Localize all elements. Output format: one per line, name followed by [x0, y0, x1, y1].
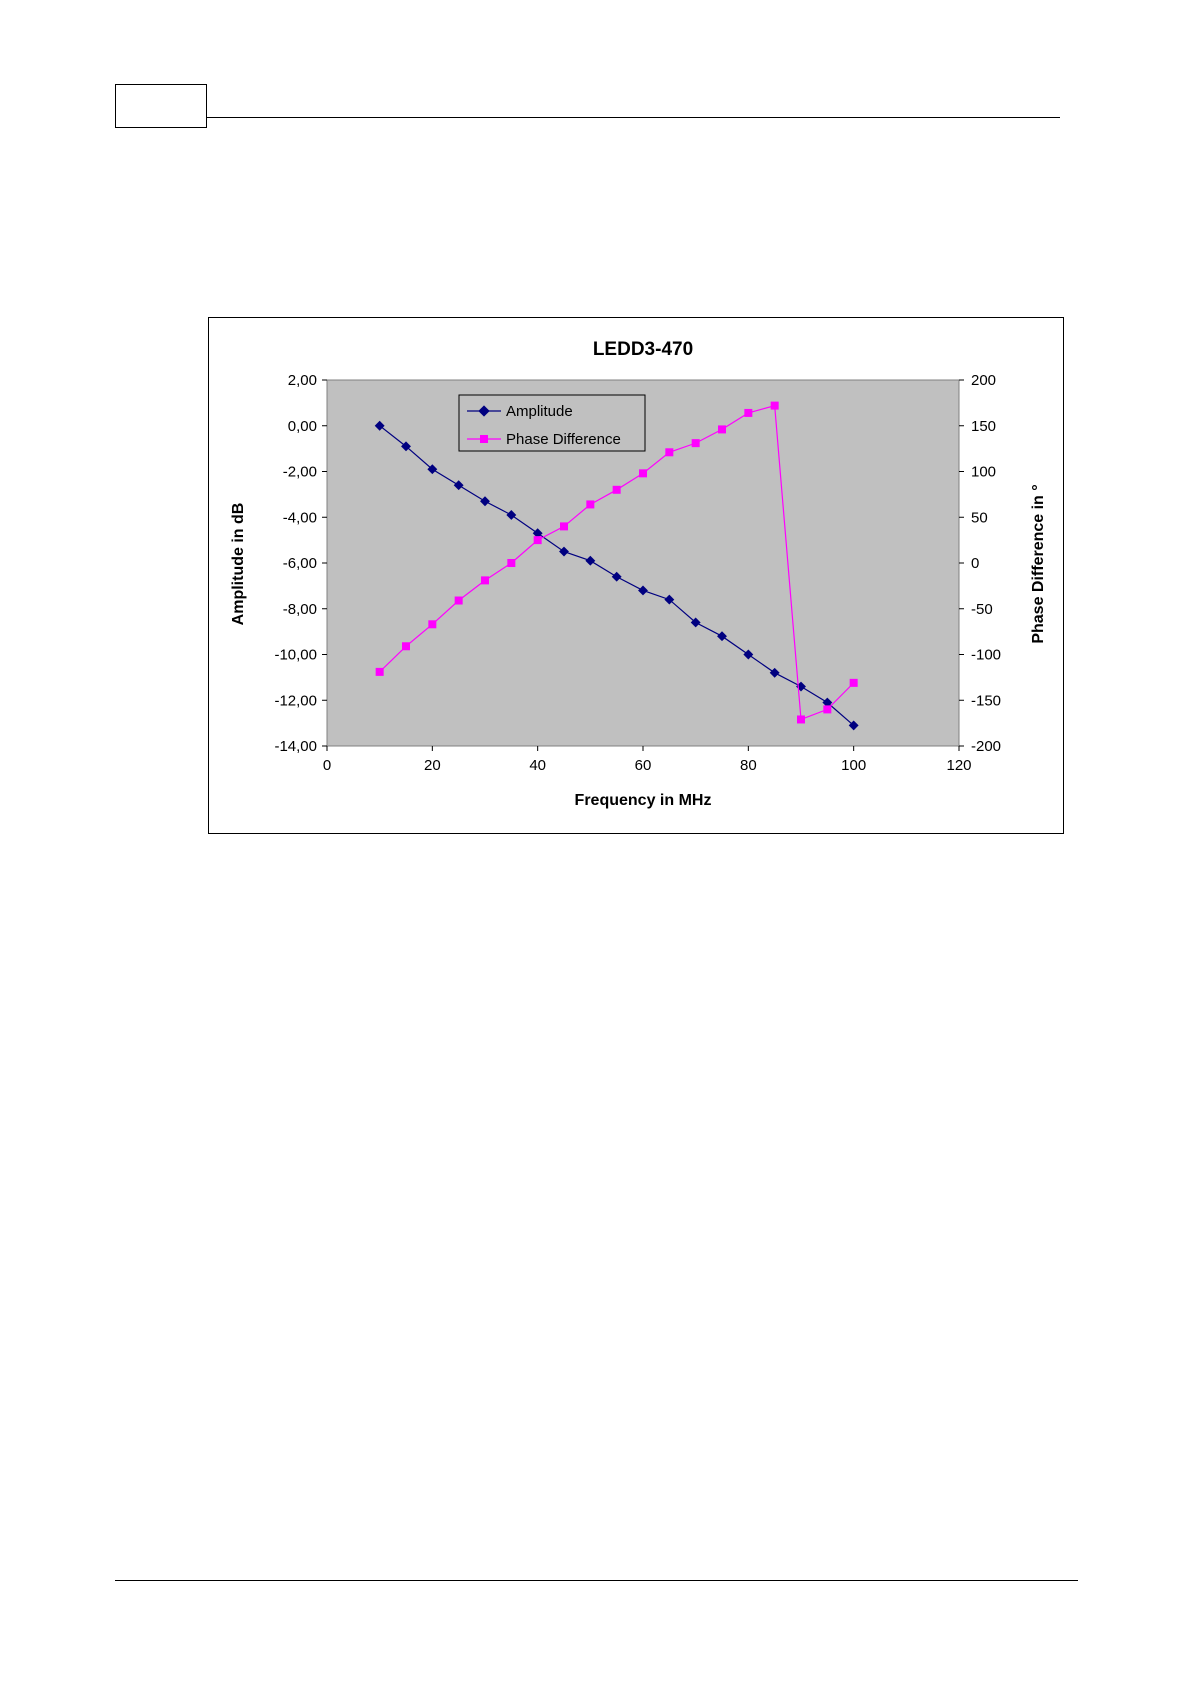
header-rule: [207, 117, 1060, 118]
footer-rule: [115, 1580, 1078, 1581]
y-right-tick-label: 50: [971, 509, 988, 526]
y-left-tick-label: -8,00: [283, 601, 317, 618]
data-point-phase: [797, 715, 805, 724]
y-right-axis-title: Phase Difference in °: [1030, 484, 1047, 643]
chart-title: LEDD3-470: [593, 339, 693, 360]
dual-axis-line-chart: LEDD3-470 0 20 40 60 80 100 120 2,00 0,00 -2,00 -…: [230, 339, 1047, 809]
legend-marker-phase: [480, 435, 488, 443]
legend: Amplitude Phase Difference: [458, 394, 646, 452]
data-point-amplitude: [453, 480, 464, 491]
y-right-tick-label: -100: [971, 647, 1001, 664]
y-left-axis-title: Amplitude in dB: [230, 503, 247, 626]
y-right-tick-label: 100: [971, 464, 996, 481]
y-right-tick-label: 200: [971, 372, 996, 389]
data-point-amplitude: [559, 546, 569, 557]
data-point-phase: [849, 678, 858, 687]
data-point-phase: [744, 408, 753, 417]
y-right-tick-label: -150: [971, 692, 1001, 709]
x-tick-label: 20: [424, 757, 441, 774]
y-right-tick-label: 150: [971, 418, 996, 435]
x-tick-label: 100: [841, 757, 866, 774]
y-left-tick-label: -14,00: [274, 738, 317, 755]
x-tick-label: 40: [529, 757, 546, 774]
x-axis-title: Frequency in MHz: [575, 792, 712, 809]
legend-label-amplitude: Amplitude: [506, 403, 573, 420]
x-tick-label: 60: [635, 757, 652, 774]
data-point-phase: [481, 576, 489, 585]
data-point-phase: [454, 596, 463, 605]
data-point-phase: [665, 448, 674, 457]
y-left-tick-label: -2,00: [283, 464, 317, 481]
data-point-amplitude: [374, 420, 385, 431]
data-point-phase: [770, 401, 779, 410]
data-point-amplitude: [532, 528, 543, 539]
data-point-phase: [375, 667, 384, 676]
data-point-amplitude: [638, 585, 648, 596]
data-point-amplitude: [717, 631, 727, 642]
y-right-tick-label: -50: [971, 601, 993, 618]
y-left-tick-label: -4,00: [283, 509, 317, 526]
data-point-phase: [507, 559, 516, 567]
data-point-phase: [428, 620, 437, 629]
chart-frame: LEDD3-470 0 20 40 60 80 100 120 2,00 0,00 -2,00 -…: [208, 317, 1064, 834]
data-point-phase: [639, 469, 647, 478]
data-point-phase: [560, 522, 568, 531]
data-point-phase: [402, 642, 410, 651]
data-point-phase: [612, 485, 621, 494]
data-point-amplitude: [401, 441, 411, 452]
y-right-tick-label: -200: [971, 738, 1001, 755]
y-left-tick-labels: 2,00 0,00 -2,00 -4,00 -6,00 -8,00 -10,00 -12,00…: [274, 372, 317, 755]
legend-label-phase: Phase Difference: [506, 431, 621, 448]
x-tick-label: 120: [946, 757, 971, 774]
data-point-phase: [691, 439, 700, 448]
y-left-tick-label: 0,00: [288, 418, 317, 435]
data-point-phase: [718, 425, 726, 434]
x-tick-label: 0: [323, 757, 331, 774]
data-point-phase: [533, 536, 542, 545]
x-tick-labels: 0 20 40 60 80 100 120: [323, 757, 972, 774]
data-point-amplitude: [480, 496, 490, 507]
y-left-tick-label: -6,00: [283, 555, 317, 572]
data-point-phase: [823, 705, 832, 714]
y-left-tick-label: -12,00: [274, 692, 317, 709]
axis-ticks: [322, 379, 964, 751]
legend-box: [458, 394, 646, 452]
y-right-tick-label: 0: [971, 555, 979, 572]
y-left-tick-label: 2,00: [288, 372, 317, 389]
y-right-tick-labels: 200 150 100 50 0 -50 -100 -150 -200: [971, 372, 1001, 755]
x-tick-label: 80: [740, 757, 757, 774]
page-number-box: [115, 84, 207, 128]
y-left-tick-label: -10,00: [274, 647, 317, 664]
data-point-phase: [586, 500, 595, 509]
